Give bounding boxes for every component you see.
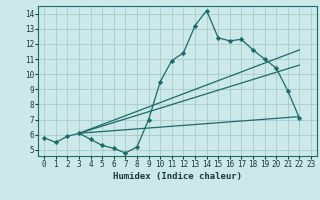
- X-axis label: Humidex (Indice chaleur): Humidex (Indice chaleur): [113, 172, 242, 181]
